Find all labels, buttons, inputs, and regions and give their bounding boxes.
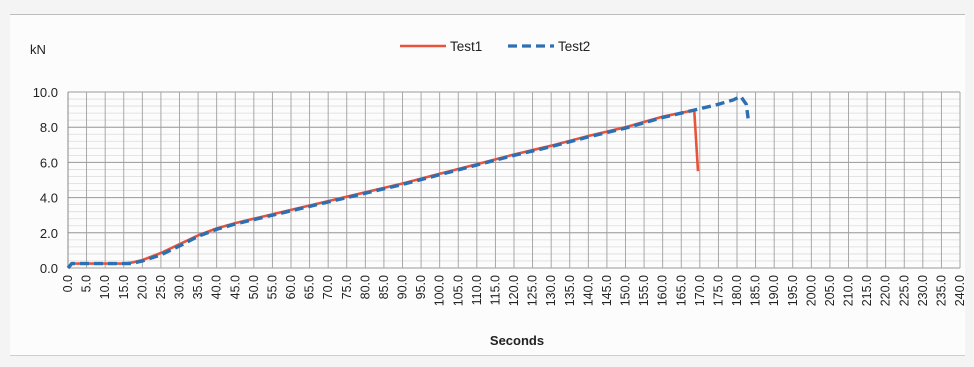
x-axis-ticks: 0.0 5.0 10.0 15.0 20.0 25.0 30.0 35.0 40.0 45.0 50… [61, 275, 965, 306]
x-tick-label: 155.0 [637, 275, 651, 306]
y-tick-label: 4.0 [40, 191, 58, 206]
y-tick-label: 6.0 [40, 155, 58, 170]
grid [67, 91, 961, 269]
x-tick-label: 95.0 [414, 275, 428, 299]
x-tick-label: 190.0 [767, 275, 781, 306]
x-tick-label: 10.0 [98, 275, 112, 299]
x-tick-label: 110.0 [470, 275, 484, 305]
series-lines [66, 94, 750, 270]
legend-label-test1: Test1 [450, 39, 482, 54]
x-tick-label: 140.0 [581, 275, 595, 306]
x-tick-label: 180.0 [730, 275, 744, 306]
x-axis-title: Seconds [490, 333, 544, 348]
y-axis-ticks: 0.0 2.0 4.0 6.0 8.0 10.0 [33, 85, 58, 276]
x-tick-label: 5.0 [80, 275, 94, 292]
x-tick-label: 230.0 [916, 275, 930, 306]
x-tick-label: 50.0 [247, 275, 261, 299]
line-chart: 0.0 2.0 4.0 6.0 8.0 10.0 0.0 5.0 10.0 15.0 20.0 25… [30, 39, 965, 348]
x-tick-label: 205.0 [823, 275, 837, 306]
legend: Test1 Test2 [400, 39, 590, 54]
x-tick-label: 120.0 [507, 275, 521, 306]
x-tick-label: 130.0 [544, 275, 558, 306]
x-tick-label: 45.0 [228, 275, 242, 299]
x-tick-label: 65.0 [303, 275, 317, 299]
x-tick-label: 235.0 [934, 275, 948, 306]
y-tick-label: 10.0 [33, 85, 58, 100]
y-tick-label: 8.0 [40, 120, 58, 135]
x-tick-label: 150.0 [619, 275, 633, 306]
y-unit-label: kN [30, 42, 46, 57]
x-tick-label: 160.0 [656, 275, 670, 306]
x-tick-label: 220.0 [879, 275, 893, 306]
x-tick-label: 25.0 [154, 275, 168, 299]
x-tick-label: 75.0 [340, 275, 354, 299]
x-tick-label: 115.0 [488, 275, 502, 305]
x-tick-label: 0.0 [61, 275, 75, 292]
x-tick-label: 215.0 [860, 275, 874, 306]
x-tick-label: 60.0 [284, 275, 298, 299]
x-tick-label: 105.0 [451, 275, 465, 306]
x-tick-label: 135.0 [563, 275, 577, 306]
x-tick-label: 240.0 [953, 275, 965, 306]
x-tick-label: 30.0 [173, 275, 187, 299]
x-tick-label: 55.0 [265, 275, 279, 299]
x-tick-label: 170.0 [693, 275, 707, 306]
x-tick-label: 225.0 [897, 275, 911, 306]
x-tick-label: 80.0 [358, 275, 372, 299]
x-tick-label: 90.0 [396, 275, 410, 299]
x-tick-label: 20.0 [135, 275, 149, 299]
x-tick-label: 40.0 [210, 275, 224, 299]
x-tick-label: 145.0 [600, 275, 614, 306]
x-tick-label: 85.0 [377, 275, 391, 299]
x-tick-label: 195.0 [786, 275, 800, 306]
x-tick-label: 185.0 [749, 275, 763, 306]
x-tick-label: 70.0 [321, 275, 335, 299]
x-tick-label: 200.0 [804, 275, 818, 306]
y-tick-label: 0.0 [40, 261, 58, 276]
x-tick-label: 175.0 [711, 275, 725, 306]
x-tick-label: 210.0 [842, 275, 856, 306]
chart-frame: 0.0 2.0 4.0 6.0 8.0 10.0 0.0 5.0 10.0 15.0 20.0 25… [10, 14, 965, 356]
x-tick-label: 165.0 [674, 275, 688, 306]
x-tick-label: 15.0 [117, 275, 131, 299]
x-tick-label: 100.0 [433, 275, 447, 306]
y-tick-label: 2.0 [40, 226, 58, 241]
x-tick-label: 35.0 [191, 275, 205, 299]
series-line-test2 [66, 94, 750, 270]
legend-label-test2: Test2 [558, 39, 590, 54]
x-tick-label: 125.0 [526, 275, 540, 306]
